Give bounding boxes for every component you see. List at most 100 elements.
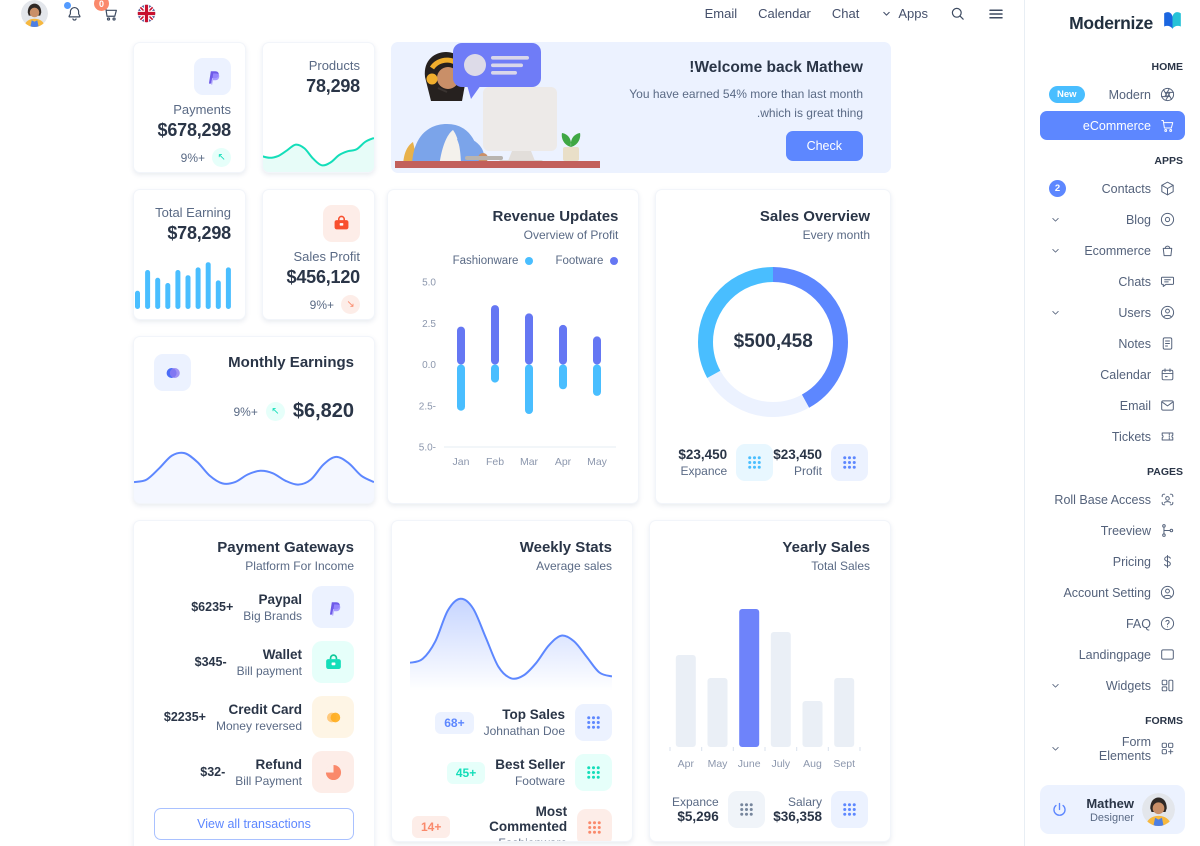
card-subtitle: Every month [802, 228, 870, 242]
sales-overview-donut-chart [698, 267, 849, 417]
check-button[interactable]: Check [785, 131, 863, 162]
language-flag-button[interactable] [137, 4, 156, 23]
aperture-icon [1159, 86, 1176, 103]
sidebar-item-blog[interactable]: Blog [1040, 205, 1185, 234]
sidebar-item-label: Pricing [1112, 554, 1151, 569]
card-title: Sales Overview [759, 208, 870, 225]
cart-line-icon [1159, 117, 1176, 134]
sidebar-item-ecommerce[interactable]: eCommerce [1040, 111, 1185, 140]
svg-text:May: May [708, 758, 729, 770]
monthly-earnings-chart [134, 432, 374, 503]
badge: New [1049, 86, 1085, 103]
search-icon[interactable] [949, 5, 966, 22]
sidebar-item-label: Tickets [1111, 429, 1151, 444]
sidebar-item-users[interactable]: Users [1040, 298, 1185, 327]
sidebar-item-label: eCommerce [1082, 118, 1151, 133]
menu-icon[interactable] [987, 5, 1005, 23]
payment-row-wallet: Wallet Bill payment $345- [154, 641, 354, 683]
card-value: $456,120 [286, 267, 361, 287]
sidebar-item-label: Email [1119, 398, 1151, 413]
grid-dots-icon [736, 444, 774, 481]
sidebar-item-treeview[interactable]: Treeview [1040, 516, 1185, 545]
sidebar-item-calendar[interactable]: Calendar [1040, 360, 1185, 389]
calendar-icon [1159, 366, 1176, 383]
svg-text:Sept: Sept [833, 758, 855, 770]
card-subtitle: Platform For Income [245, 559, 354, 573]
weekly-row-most-commented: Most Commented Fashionware 14+ [412, 804, 612, 841]
sidebar-item-modern[interactable]: Modern New [1040, 80, 1185, 109]
cart-badge: 0 [94, 0, 109, 11]
sales-overview-card: Sales Overview Every month $500,458 $23,… [655, 189, 891, 504]
paypal-icon [194, 58, 231, 95]
payment-name: Refund [255, 756, 303, 772]
sidebar-item-contacts[interactable]: Contacts 2 [1040, 174, 1185, 203]
monthly-earnings-value-row: $6,820 ↖ 9%+ [154, 400, 354, 423]
sidebar-item-label: Treeview [1100, 523, 1151, 538]
profile-role: Designer [1089, 811, 1134, 824]
sidebar-item-roll-base-access[interactable]: Roll Base Access [1040, 485, 1185, 514]
stat-salary: Salary $36,358 [773, 791, 868, 828]
sidebar-item-chats[interactable]: Chats [1040, 267, 1185, 296]
svg-text:Aug: Aug [803, 758, 822, 770]
payment-amount: $345- [194, 655, 227, 669]
topbar-link-email[interactable]: Email [704, 6, 738, 21]
sidebar-item-notes[interactable]: Notes [1040, 329, 1185, 358]
logo[interactable]: Modernize [1040, 0, 1185, 46]
help-icon [1159, 615, 1176, 632]
topbar: Email Calendar Chat Apps 0 [0, 0, 1024, 27]
sidebar-item-ecommerce[interactable]: Ecommerce [1040, 236, 1185, 265]
payment-desc: Bill Payment [235, 773, 302, 788]
legend-item-fashionware: Fashionware [453, 255, 534, 267]
sidebar-item-tickets[interactable]: Tickets [1040, 422, 1185, 451]
sidebar-item-label: Chats [1118, 274, 1151, 289]
svg-text:5.0: 5.0 [422, 278, 436, 289]
weekly-row-top-sales: Top Sales Johnathan Doe 68+ [412, 704, 612, 741]
weekly-row-title: Best Seller [495, 757, 565, 772]
svg-text:Mar: Mar [520, 456, 539, 468]
ticket-icon [1159, 428, 1176, 445]
welcome-title: Welcome back Mathew! [689, 59, 863, 76]
notifications-button[interactable] [64, 2, 84, 23]
weekly-row-subtitle: Johnathan Doe [483, 724, 565, 738]
welcome-illustration [395, 42, 600, 173]
legend-item-footware: Footware [555, 255, 619, 267]
payment-gateways-rows: Paypal Big Brands $6235+ Wallet Bill pay… [154, 586, 354, 793]
user-avatar-button[interactable] [21, 0, 48, 27]
column-narrow: Products 78,298 Payments $678,298 ↖ 9%+ [133, 42, 375, 846]
sales-overview-footer: $23,450 Profit $23,450 Expance [676, 444, 870, 481]
sidebar-item-widgets[interactable]: Widgets [1040, 671, 1185, 700]
chevron-down-icon [1049, 244, 1062, 257]
topbar-link-apps[interactable]: Apps [880, 6, 928, 21]
revenue-updates-chart: 5.0 2.5 0.0 2.5- 5.0- Jan Feb Mar Apr May [408, 272, 618, 480]
card-subtitle: Overview of Profit [523, 228, 619, 242]
delta: ↖ 9%+ [148, 148, 231, 167]
box-icon [1159, 180, 1176, 197]
briefcase-icon [323, 205, 360, 242]
topbar-link-calendar[interactable]: Calendar [758, 6, 811, 21]
cart-button[interactable]: 0 [94, 0, 120, 23]
sidebar-item-form-elements[interactable]: Form Elements [1040, 734, 1185, 763]
wallet-icon [312, 641, 354, 683]
grid-dots-icon [831, 791, 868, 828]
legend-dot-icon [525, 257, 534, 265]
view-all-transactions-button[interactable]: View all transactions [154, 808, 354, 840]
sidebar-item-pricing[interactable]: Pricing [1040, 547, 1185, 576]
card-subtitle: Total Sales [811, 559, 870, 573]
credit-card-icon [312, 696, 354, 738]
products-card: Products 78,298 [262, 42, 375, 173]
profile-card[interactable]: Mathew Designer [1040, 785, 1185, 834]
card-value: $78,298 [167, 223, 231, 243]
arrow-down-icon: ↘ [341, 295, 360, 314]
sidebar-item-faq[interactable]: FAQ [1040, 609, 1185, 638]
card-value: 78,298 [306, 76, 360, 96]
sidebar-item-account-setting[interactable]: Account Setting [1040, 578, 1185, 607]
power-icon[interactable] [1050, 800, 1069, 819]
card-label: Payments [173, 102, 231, 117]
chevron-down-icon [1049, 213, 1062, 226]
sidebar-item-email[interactable]: Email [1040, 391, 1185, 420]
topbar-link-chat[interactable]: Chat [831, 6, 860, 21]
sidebar-item-landingpage[interactable]: Landingpage [1040, 640, 1185, 669]
nav-section-title: APPS [1154, 155, 1183, 167]
nav-section-title: PAGES [1147, 466, 1183, 478]
svg-text:Jan: Jan [453, 456, 470, 468]
